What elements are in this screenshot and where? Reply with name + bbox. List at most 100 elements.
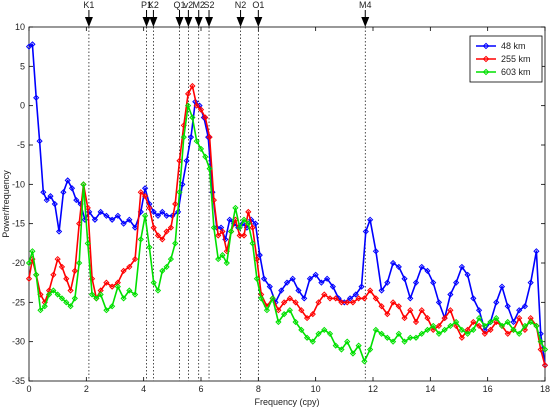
data-point [516, 307, 523, 314]
data-point [281, 311, 288, 318]
data-point [303, 314, 311, 322]
data-point [29, 248, 36, 255]
data-point [189, 114, 196, 121]
data-point [97, 287, 104, 294]
data-point [163, 263, 170, 271]
data-point [206, 134, 213, 141]
data-point [281, 299, 288, 306]
data-point [541, 346, 549, 353]
x-tick-label: 2 [84, 384, 89, 394]
data-point [154, 212, 162, 219]
y-tick-label: 10 [15, 22, 25, 32]
data-point [73, 196, 80, 204]
arrow-down-icon [205, 17, 214, 27]
data-point [131, 224, 139, 231]
data-point [447, 291, 454, 298]
data-point [180, 134, 187, 141]
data-point [346, 295, 354, 302]
data-point [64, 177, 71, 184]
data-point [352, 291, 359, 298]
data-point [533, 322, 540, 330]
arrow-down-icon [84, 17, 93, 27]
data-point [384, 279, 391, 286]
data-point [362, 228, 369, 235]
data-point [154, 287, 162, 294]
series-2 [25, 102, 549, 365]
data-point [389, 259, 397, 267]
data-point [167, 224, 175, 231]
data-point [120, 267, 127, 274]
data-point [159, 267, 166, 274]
data-point [141, 212, 149, 219]
data-point [418, 330, 425, 337]
data-point [407, 295, 414, 302]
data-point [141, 193, 149, 200]
data-point [344, 299, 351, 306]
data-point [367, 287, 374, 294]
data-point [97, 291, 104, 298]
data-point [67, 303, 74, 310]
data-point [283, 279, 291, 286]
x-tick-label: 18 [540, 384, 550, 394]
data-point [109, 216, 116, 223]
data-point [312, 271, 319, 278]
data-point [430, 322, 437, 330]
data-point [395, 330, 402, 337]
data-point [58, 295, 66, 302]
data-point [184, 90, 192, 97]
legend-marker [482, 55, 490, 63]
data-point [126, 287, 133, 294]
legend-label: 603 km [501, 67, 531, 77]
legend-marker [482, 42, 490, 50]
data-point [504, 318, 511, 326]
data-point [470, 295, 477, 302]
data-point [389, 299, 397, 306]
data-point [269, 295, 276, 302]
data-point [306, 275, 314, 282]
data-point [289, 275, 296, 282]
data-point [266, 283, 273, 290]
data-point [533, 248, 540, 255]
data-point [464, 330, 471, 337]
data-point [464, 271, 471, 278]
data-point [355, 295, 362, 302]
data-point [527, 318, 534, 326]
x-tick-label: 16 [483, 384, 493, 394]
y-tick-label: -25 [12, 297, 25, 307]
data-point [252, 220, 259, 227]
data-point [407, 334, 414, 341]
data-point [424, 326, 431, 333]
data-point [435, 322, 443, 330]
data-point [63, 299, 70, 306]
data-point [475, 322, 483, 330]
y-tick-label: 0 [20, 101, 25, 111]
data-point [126, 263, 133, 271]
data-point [447, 307, 454, 314]
legend-label: 255 km [501, 54, 531, 64]
data-point [103, 212, 110, 219]
data-point [470, 326, 477, 333]
data-point [510, 318, 517, 326]
data-point [126, 216, 133, 223]
data-point [298, 307, 305, 314]
data-point [47, 193, 54, 200]
data-point [36, 137, 43, 145]
x-tick-label: 12 [368, 384, 378, 394]
data-point [172, 240, 179, 247]
data-point [372, 326, 379, 333]
data-point [103, 307, 110, 314]
data-point [193, 137, 200, 145]
data-point [55, 228, 63, 235]
legend-label: 48 km [501, 41, 526, 51]
data-point [58, 263, 66, 271]
data-point [146, 244, 153, 251]
data-point [321, 291, 328, 298]
data-point [321, 326, 328, 333]
data-point [295, 287, 302, 294]
series-line [28, 43, 546, 366]
data-point [458, 326, 465, 333]
arrow-down-icon [149, 17, 158, 27]
data-point [51, 200, 58, 208]
data-point [537, 346, 544, 353]
data-point [424, 314, 431, 322]
